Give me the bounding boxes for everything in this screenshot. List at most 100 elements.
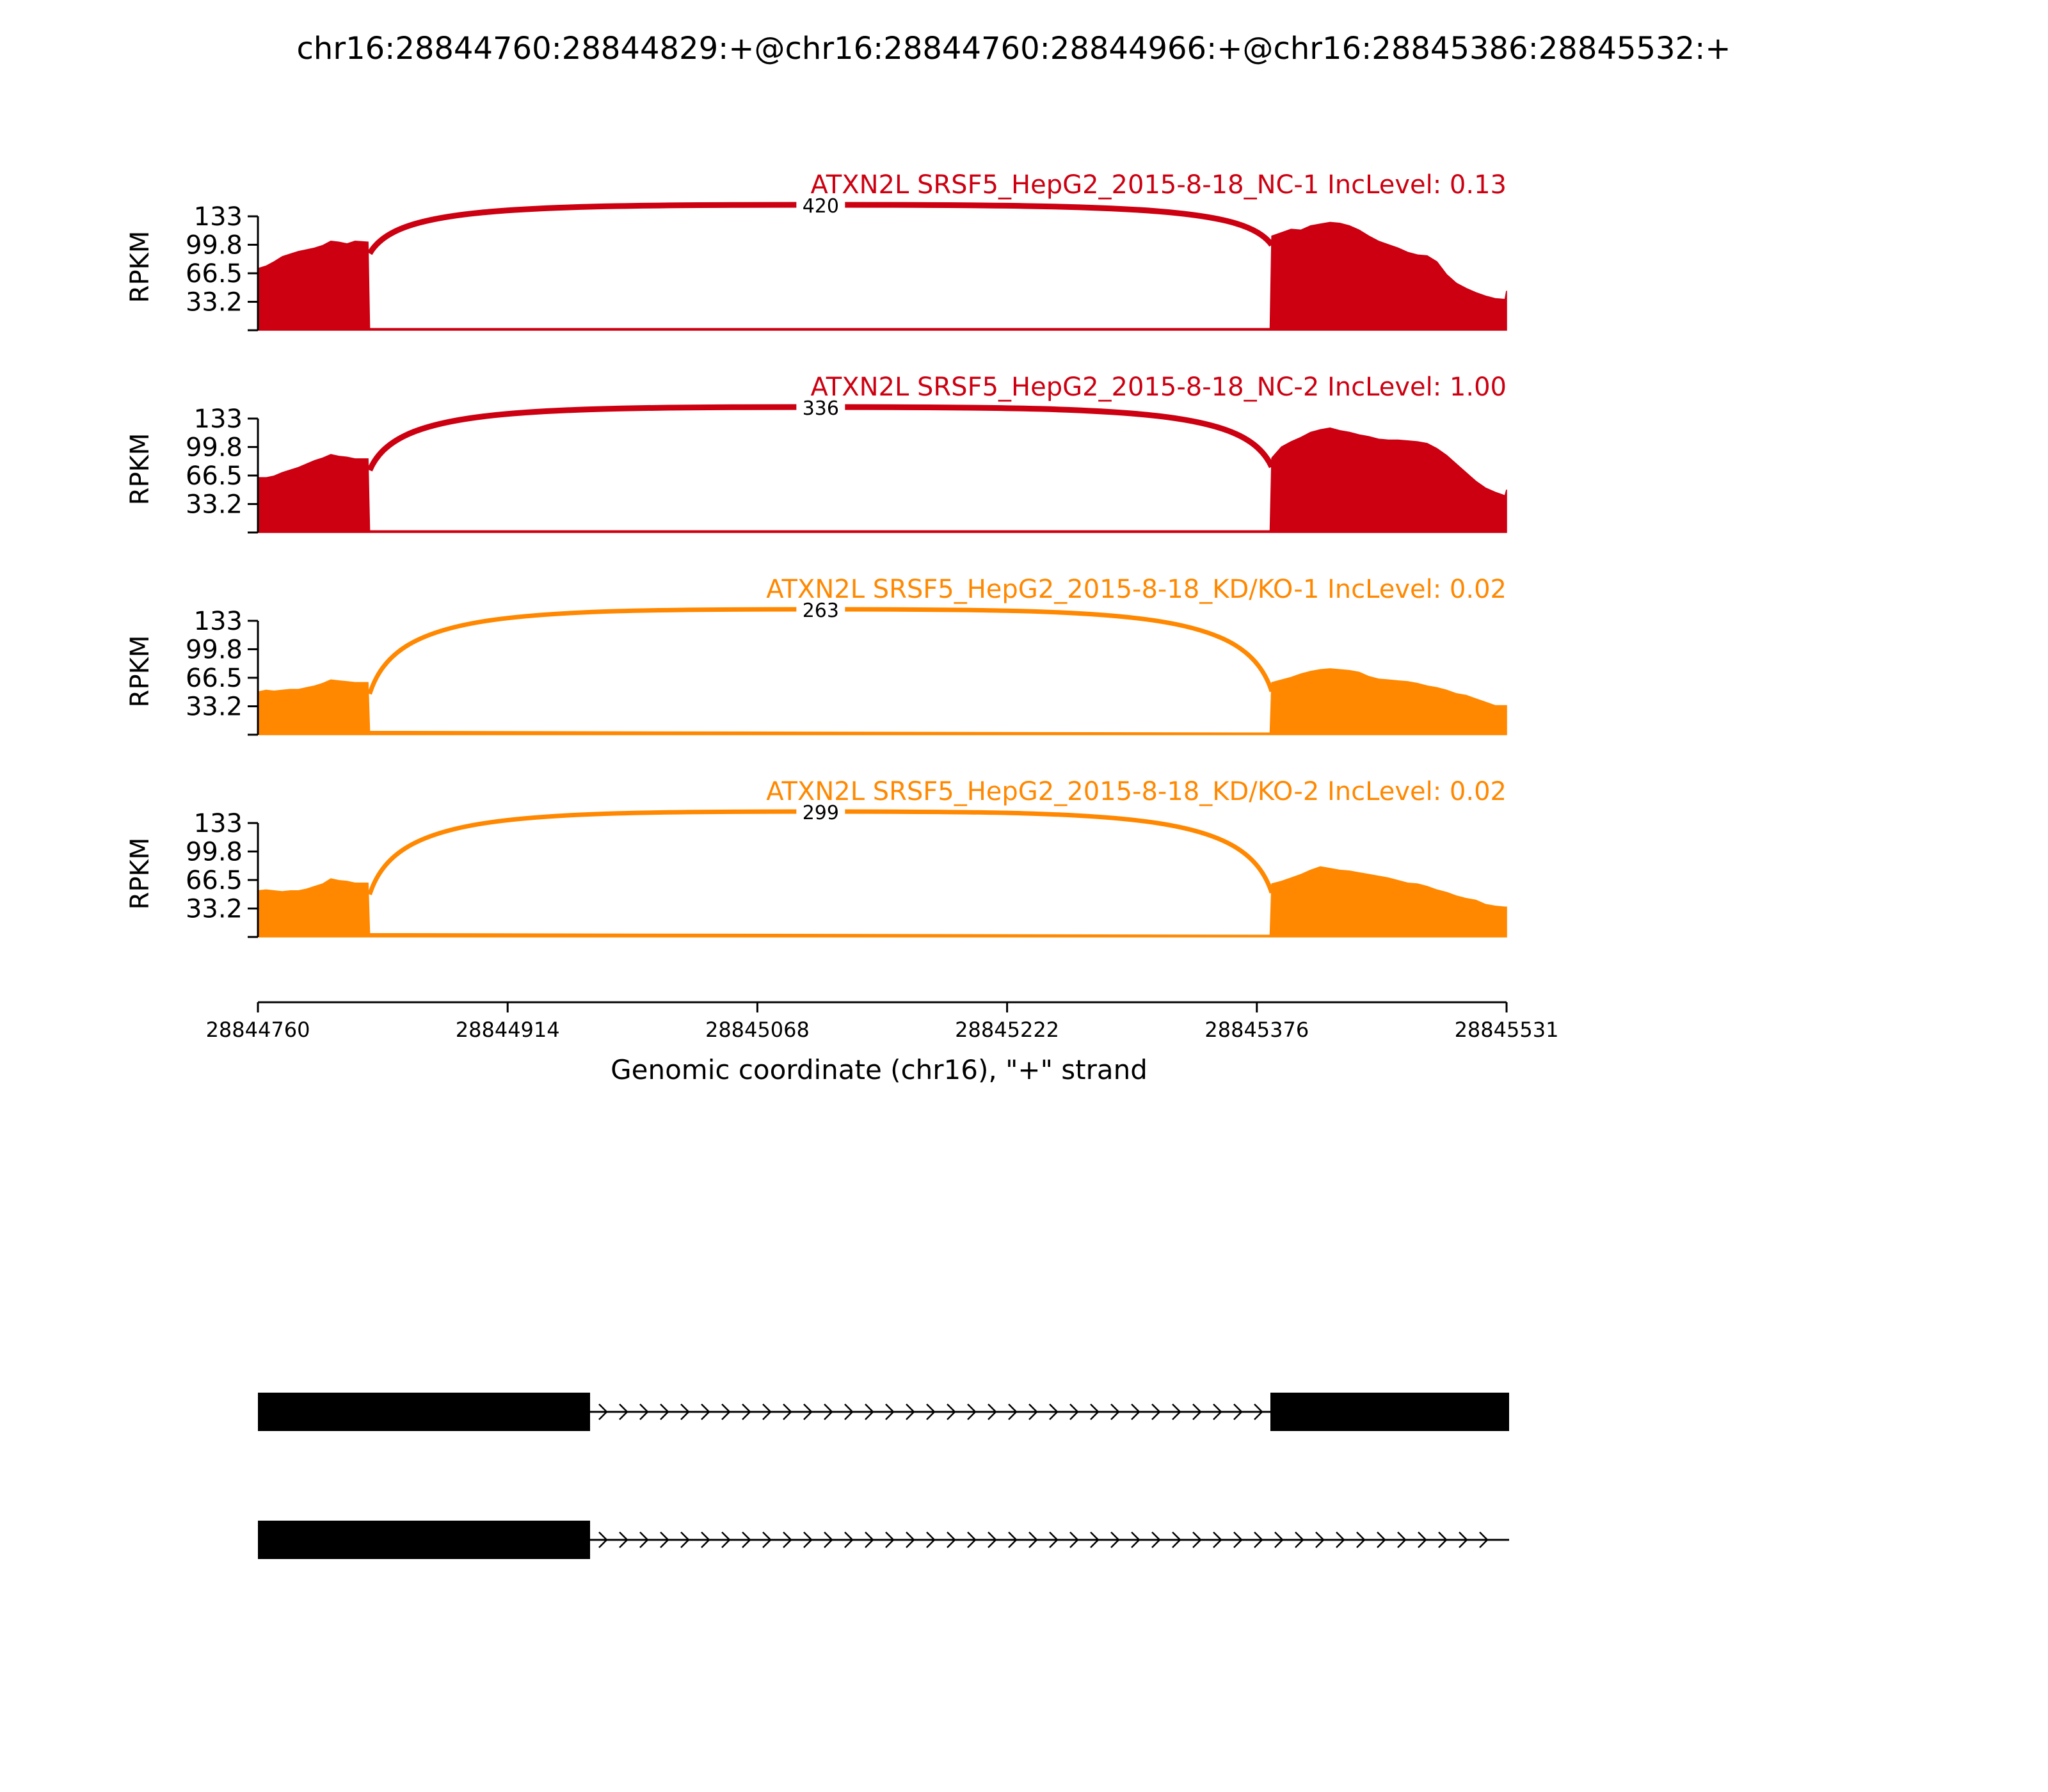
exon-block [258,1393,590,1431]
strand-arrow [783,1404,792,1420]
coverage-area [257,221,1507,331]
strand-arrow [803,1404,813,1420]
series-label: ATXN2L SRSF5_HepG2_2015-8-18_KD/KO-1 Inc… [766,575,1507,604]
exon-block [258,1521,590,1559]
strand-arrow [1172,1532,1181,1548]
y-tick-label: 33.2 [186,490,243,520]
x-axis: 28844760 28844914 28845068 28845222 28845376… [206,1001,1559,1085]
strand-arrow [1192,1404,1202,1420]
strand-arrow [1397,1532,1407,1548]
strand-arrow [1049,1404,1059,1420]
strand-arrow [803,1532,813,1548]
strand-arrow [988,1532,997,1548]
y-tick-label: 133 [194,202,243,232]
strand-arrow [1213,1532,1222,1548]
strand-arrow [1069,1404,1079,1420]
x-tick-label: 28845222 [955,1018,1059,1042]
y-tick-label: 66.5 [186,259,243,289]
strand-arrow [1028,1404,1038,1420]
strand-arrow [926,1532,936,1548]
strand-arrow [1233,1404,1243,1420]
strand-arrow [660,1532,669,1548]
strand-arrow [1049,1532,1059,1548]
series-label: ATXN2L SRSF5_HepG2_2015-8-18_KD/KO-2 Inc… [766,777,1507,806]
strand-arrow [947,1532,956,1548]
series-label: ATXN2L SRSF5_HepG2_2015-8-18_NC-2 IncLev… [811,372,1507,402]
strand-arrow [1110,1404,1120,1420]
junction-count: 263 [803,600,839,622]
y-tick-label: 133 [194,809,243,838]
y-tick-label: 99.8 [186,635,243,664]
x-tick-label: 28845531 [1455,1018,1559,1042]
strand-arrow [865,1532,874,1548]
junction-count-bg [796,598,845,621]
strand-arrow [844,1532,854,1548]
junction-count-bg [796,193,845,216]
y-tick-label: 33.2 [186,288,243,317]
strand-arrow [1131,1404,1140,1420]
strand-arrow [926,1404,936,1420]
strand-arrow [639,1532,649,1548]
x-axis-label: Genomic coordinate (chr16), "+" strand [611,1054,1148,1085]
x-tick-label: 28844914 [456,1018,560,1042]
strand-arrow [680,1404,690,1420]
y-axis-label: RPKM [125,838,155,910]
strand-arrow [680,1532,690,1548]
y-tick-label: 33.2 [186,895,243,924]
strand-arrow [1336,1532,1345,1548]
exon-block [1270,1393,1509,1431]
isoform-model [258,1393,1509,1431]
x-tick-label: 28845376 [1204,1018,1309,1042]
y-tick-label: 66.5 [186,461,243,491]
isoform-track [258,1393,1509,1559]
strand-arrow [598,1532,608,1548]
strand-arrow [1479,1532,1489,1548]
strand-arrow [1110,1532,1120,1548]
strand-arrow [988,1404,997,1420]
junction-count-bg [796,800,845,823]
strand-arrow [1295,1532,1304,1548]
y-axis-label: RPKM [125,231,155,303]
x-tick-label: 28844760 [206,1018,310,1042]
figure-title: chr16:28844760:28844829:+@chr16:28844760… [297,31,1731,67]
strand-arrow [1274,1532,1284,1548]
strand-arrow [885,1532,895,1548]
junction-count: 336 [803,397,839,420]
strand-arrow [701,1532,710,1548]
strand-arrow [619,1404,628,1420]
strand-arrow [660,1404,669,1420]
y-tick-label: 99.8 [186,230,243,260]
strand-arrow [1192,1532,1202,1548]
strand-arrow [865,1404,874,1420]
strand-arrow [824,1532,833,1548]
strand-arrow [1233,1532,1243,1548]
strand-arrow [619,1532,628,1548]
y-tick-label: 33.2 [186,692,243,722]
junction-count-bg [796,396,845,419]
strand-arrow [1131,1532,1140,1548]
strand-arrow [742,1404,751,1420]
isoform-model [258,1521,1509,1559]
y-tick-label: 99.8 [186,837,243,867]
strand-arrow [1254,1404,1263,1420]
strand-arrow [1377,1532,1386,1548]
strand-arrow [783,1532,792,1548]
strand-arrow [1254,1532,1263,1548]
strand-arrow [947,1404,956,1420]
junction-count: 420 [803,195,839,218]
y-axis-label: RPKM [125,636,155,708]
strand-arrow [701,1404,710,1420]
strand-arrow [885,1404,895,1420]
strand-arrow [721,1404,731,1420]
y-tick-label: 133 [194,404,243,434]
strand-arrow [1356,1532,1366,1548]
strand-arrow [1008,1532,1018,1548]
strand-arrow [639,1404,649,1420]
strand-arrow [1151,1404,1161,1420]
strand-arrow [1172,1404,1181,1420]
y-tick-label: 133 [194,607,243,636]
strand-arrow [721,1532,731,1548]
